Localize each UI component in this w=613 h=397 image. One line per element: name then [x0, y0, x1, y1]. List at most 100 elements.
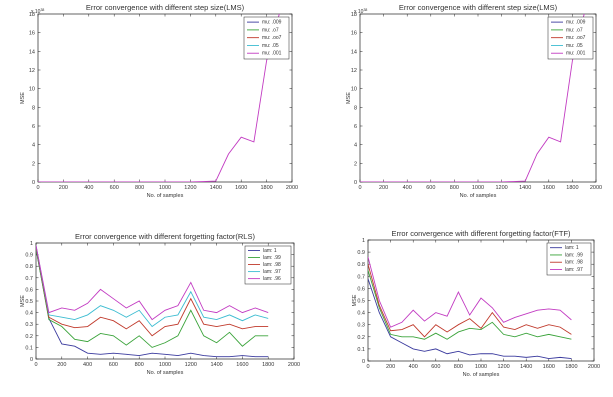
series-line-4	[36, 245, 269, 321]
y-exponent-power: 38	[40, 8, 44, 12]
x-tick-label: 2000	[590, 185, 602, 191]
chart-title: Error convergence with different step si…	[399, 3, 558, 12]
legend-entry: lam: 1	[565, 245, 579, 251]
x-tick-label: 0	[366, 364, 369, 370]
chart-lms-left: Error convergence with different step si…	[20, 3, 298, 199]
y-tick-label: 0.7	[25, 276, 33, 282]
y-tick-label: 12	[351, 68, 357, 74]
chart-lms-right: Error convergence with different step si…	[346, 3, 602, 199]
y-tick-label: 1	[30, 241, 33, 247]
y-exponent-base: x 10	[354, 9, 364, 15]
y-tick-label: 8	[32, 105, 35, 111]
y-axis-label: MSE	[20, 295, 26, 307]
y-exponent-power: 38	[363, 8, 367, 12]
y-tick-label: 0.6	[25, 287, 33, 293]
chart-title: Error convergence with different forgett…	[75, 232, 255, 241]
x-tick-label: 1800	[262, 362, 274, 368]
x-tick-label: 0	[34, 362, 37, 368]
x-tick-label: 1000	[472, 185, 484, 191]
x-tick-label: 400	[409, 364, 418, 370]
y-tick-label: 0.5	[357, 299, 365, 305]
x-tick-label: 800	[135, 185, 144, 191]
legend-entry: lam: .98	[263, 262, 281, 268]
x-tick-label: 1200	[497, 364, 509, 370]
y-tick-label: 0.9	[25, 253, 33, 259]
x-tick-label: 800	[450, 185, 459, 191]
x-tick-label: 200	[59, 185, 68, 191]
x-tick-label: 2000	[588, 364, 600, 370]
x-tick-label: 1400	[519, 185, 531, 191]
series-line-0	[368, 278, 572, 360]
x-tick-label: 600	[426, 185, 435, 191]
chart-rls: Error convergence with different forgett…	[20, 232, 300, 376]
legend-entry: mu: .05	[566, 43, 583, 49]
x-tick-label: 1600	[235, 185, 247, 191]
series-line-1	[36, 248, 269, 348]
series-line-4	[360, 14, 585, 182]
y-tick-label: 2	[354, 161, 357, 167]
y-tick-label: 10	[351, 87, 357, 93]
y-tick-label: 8	[354, 105, 357, 111]
x-tick-label: 1000	[475, 364, 487, 370]
x-axis-label: No. of samples	[147, 193, 184, 199]
series-line-2	[36, 246, 269, 337]
y-tick-label: 12	[29, 68, 35, 74]
x-tick-label: 1800	[565, 364, 577, 370]
y-tick-label: 0.2	[357, 335, 365, 341]
y-tick-label: 6	[32, 124, 35, 130]
x-tick-label: 1200	[184, 185, 196, 191]
series-line-4	[38, 14, 280, 182]
x-tick-label: 1000	[159, 185, 171, 191]
legend-entry: lam: .96	[263, 276, 281, 282]
x-tick-label: 2000	[286, 185, 298, 191]
legend-entry: mu: .oo7	[262, 35, 282, 41]
legend-entry: lam: .97	[263, 269, 281, 275]
x-tick-label: 1600	[543, 185, 555, 191]
y-axis-label: MSE	[346, 92, 352, 104]
y-tick-label: 0.9	[357, 250, 365, 256]
legend-entry: mu: .o7	[262, 27, 279, 33]
y-tick-label: 0	[354, 180, 357, 186]
y-axis-label: MSE	[352, 294, 358, 306]
y-tick-label: 0.4	[357, 311, 365, 317]
x-tick-label: 200	[379, 185, 388, 191]
x-tick-label: 400	[403, 185, 412, 191]
legend-entry: mu: .009	[566, 20, 586, 26]
x-tick-label: 800	[454, 364, 463, 370]
y-tick-label: 4	[354, 143, 357, 149]
chart-ftf: Error convergence with different forgett…	[352, 229, 600, 378]
y-tick-label: 0	[30, 357, 33, 363]
x-tick-label: 1800	[260, 185, 272, 191]
legend-entry: mu: .o7	[566, 27, 583, 33]
chart-title: Error convergence with different step si…	[86, 3, 245, 12]
y-tick-label: 16	[351, 31, 357, 37]
x-tick-label: 1200	[185, 362, 197, 368]
y-tick-label: 6	[354, 124, 357, 130]
series-line-3	[36, 245, 269, 328]
x-tick-label: 1400	[210, 185, 222, 191]
x-axis-label: No. of samples	[463, 372, 500, 378]
y-tick-label: 14	[29, 49, 35, 55]
x-tick-label: 400	[84, 185, 93, 191]
y-axis-label: MSE	[20, 92, 26, 104]
y-tick-label: 0.8	[25, 264, 33, 270]
series-line-1	[368, 270, 572, 340]
y-tick-label: 18	[29, 12, 35, 18]
x-tick-label: 2000	[288, 362, 300, 368]
legend-entry: mu: .009	[262, 20, 282, 26]
y-tick-label: 18	[351, 12, 357, 18]
x-tick-label: 600	[110, 185, 119, 191]
x-tick-label: 1800	[566, 185, 578, 191]
x-tick-label: 0	[358, 185, 361, 191]
y-tick-label: 10	[29, 87, 35, 93]
series-line-2	[368, 264, 572, 338]
x-tick-label: 1600	[236, 362, 248, 368]
x-tick-label: 800	[135, 362, 144, 368]
y-exponent-label: x 1038	[354, 8, 367, 15]
x-tick-label: 1000	[159, 362, 171, 368]
x-axis-label: No. of samples	[460, 193, 497, 199]
x-axis-label: No. of samples	[147, 370, 184, 376]
legend-entry: lam: .99	[263, 255, 281, 261]
y-tick-label: 0.6	[357, 286, 365, 292]
